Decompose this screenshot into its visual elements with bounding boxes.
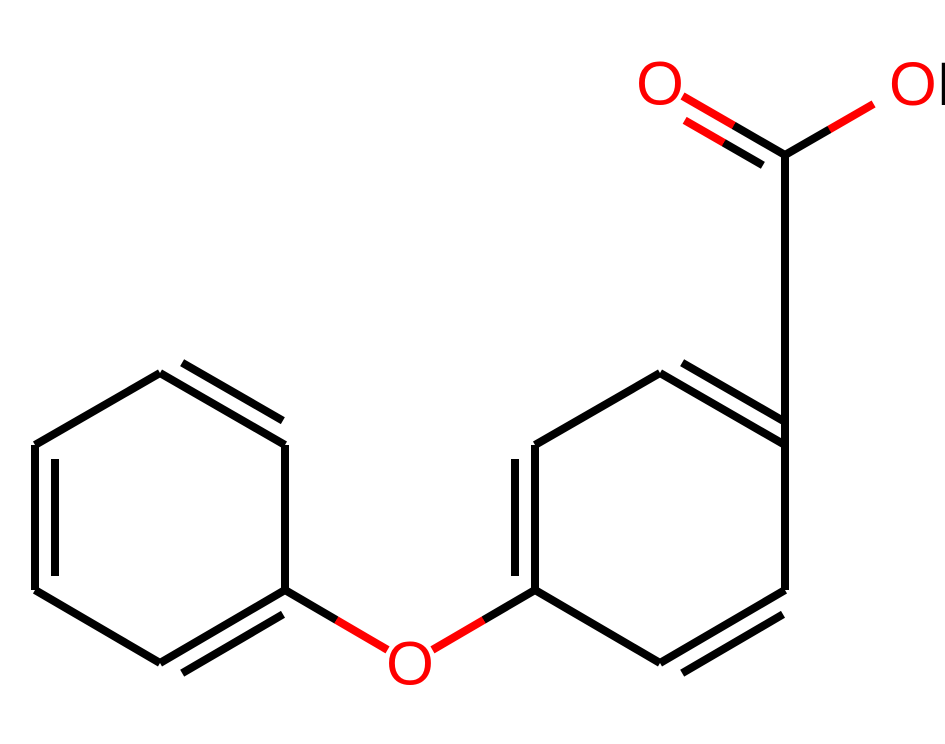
atom-label-O_ether: O <box>386 629 434 698</box>
bond <box>535 373 660 445</box>
bond <box>285 590 388 650</box>
bond <box>432 590 535 650</box>
atom-label-O_oh: OH <box>889 49 945 118</box>
bond <box>785 104 874 155</box>
molecule-diagram: O O OH <box>0 0 945 744</box>
bond <box>35 373 160 445</box>
bond <box>685 120 763 165</box>
bond <box>35 590 160 663</box>
bond <box>535 590 660 663</box>
atom-label-O_dbl: O <box>636 49 684 118</box>
